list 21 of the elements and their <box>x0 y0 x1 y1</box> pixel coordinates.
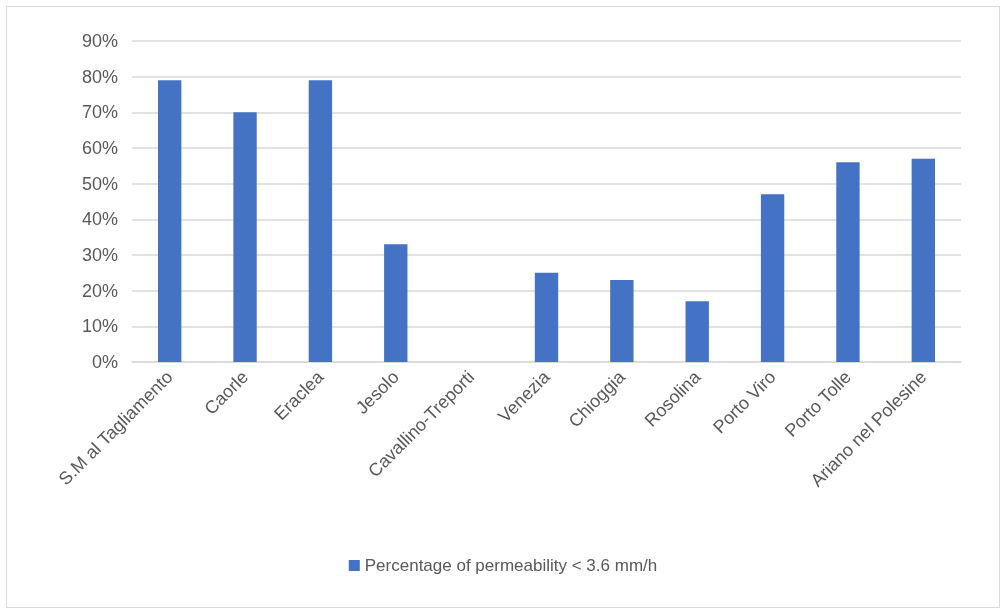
bar <box>308 80 333 362</box>
bar <box>685 301 709 362</box>
y-tick-label: 20% <box>81 280 118 301</box>
y-tick-label: 10% <box>81 316 118 337</box>
bar <box>233 112 257 362</box>
y-tick-label: 50% <box>81 173 118 194</box>
y-tick-label: 60% <box>81 138 118 158</box>
bar <box>610 279 634 362</box>
bar <box>384 244 408 362</box>
y-tick-label: 80% <box>81 66 118 87</box>
legend-label: Percentage of permeability < 3.6 mm/h <box>364 556 658 575</box>
y-tick-label: 0% <box>91 352 118 372</box>
y-tick-label: 90% <box>81 31 118 51</box>
y-tick-label: 40% <box>81 209 118 230</box>
y-tick-label: 30% <box>81 245 118 265</box>
y-tick-label: 70% <box>81 102 118 123</box>
bar <box>760 194 785 362</box>
bar <box>534 272 559 362</box>
bar <box>836 162 860 362</box>
bar <box>158 80 182 362</box>
bar <box>911 158 935 362</box>
